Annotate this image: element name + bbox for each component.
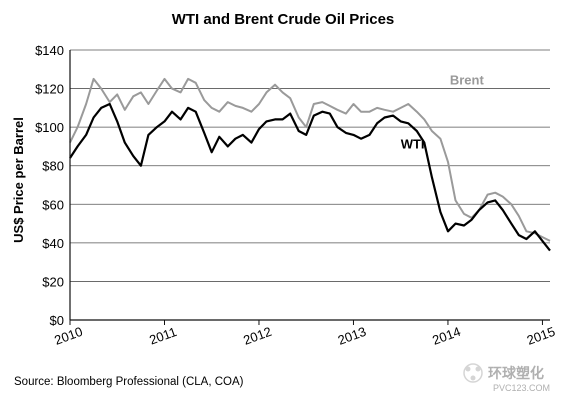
series-lines [69, 77, 551, 252]
y-axis-label: US$ Price per Barrel [11, 117, 26, 243]
watermark: 环球塑化 PVC123.COM [463, 363, 550, 393]
y-tick-label: $120 [35, 82, 64, 97]
x-tick-labels: 2010 2011 2012 2013 2014 2015 [52, 320, 557, 348]
y-tick-label: $40 [42, 236, 64, 251]
x-tick-label: 2014 [430, 324, 462, 348]
y-tick-label: $100 [35, 120, 64, 135]
y-tick-labels: $0 $20 $40 $60 $80 $100 $120 $140 [35, 43, 64, 328]
series-line-brent [69, 77, 551, 242]
x-tick-label: 2015 [525, 324, 557, 348]
watermark-url: PVC123.COM [493, 383, 550, 393]
y-tick-label: $140 [35, 43, 64, 58]
series-labels: Brent WTI [401, 73, 485, 152]
series-label-brent: Brent [450, 73, 485, 88]
x-tick-label: 2011 [147, 324, 178, 348]
x-tick-label: 2012 [241, 324, 273, 348]
chart-title: WTI and Brent Crude Oil Prices [172, 11, 395, 28]
source-note: Source: Bloomberg Professional (CLA, COA… [14, 376, 244, 388]
series-label-wti: WTI [401, 136, 425, 151]
axes [69, 50, 550, 321]
y-tick-label: $0 [50, 313, 64, 328]
watermark-logo-icon [463, 363, 483, 383]
series-line-wti [69, 102, 551, 252]
watermark-text: 环球塑化 [488, 365, 544, 381]
y-tick-label: $60 [42, 197, 64, 212]
y-tick-label: $20 [42, 274, 64, 289]
x-tick-label: 2013 [336, 324, 368, 348]
y-tick-label: $80 [42, 159, 64, 174]
